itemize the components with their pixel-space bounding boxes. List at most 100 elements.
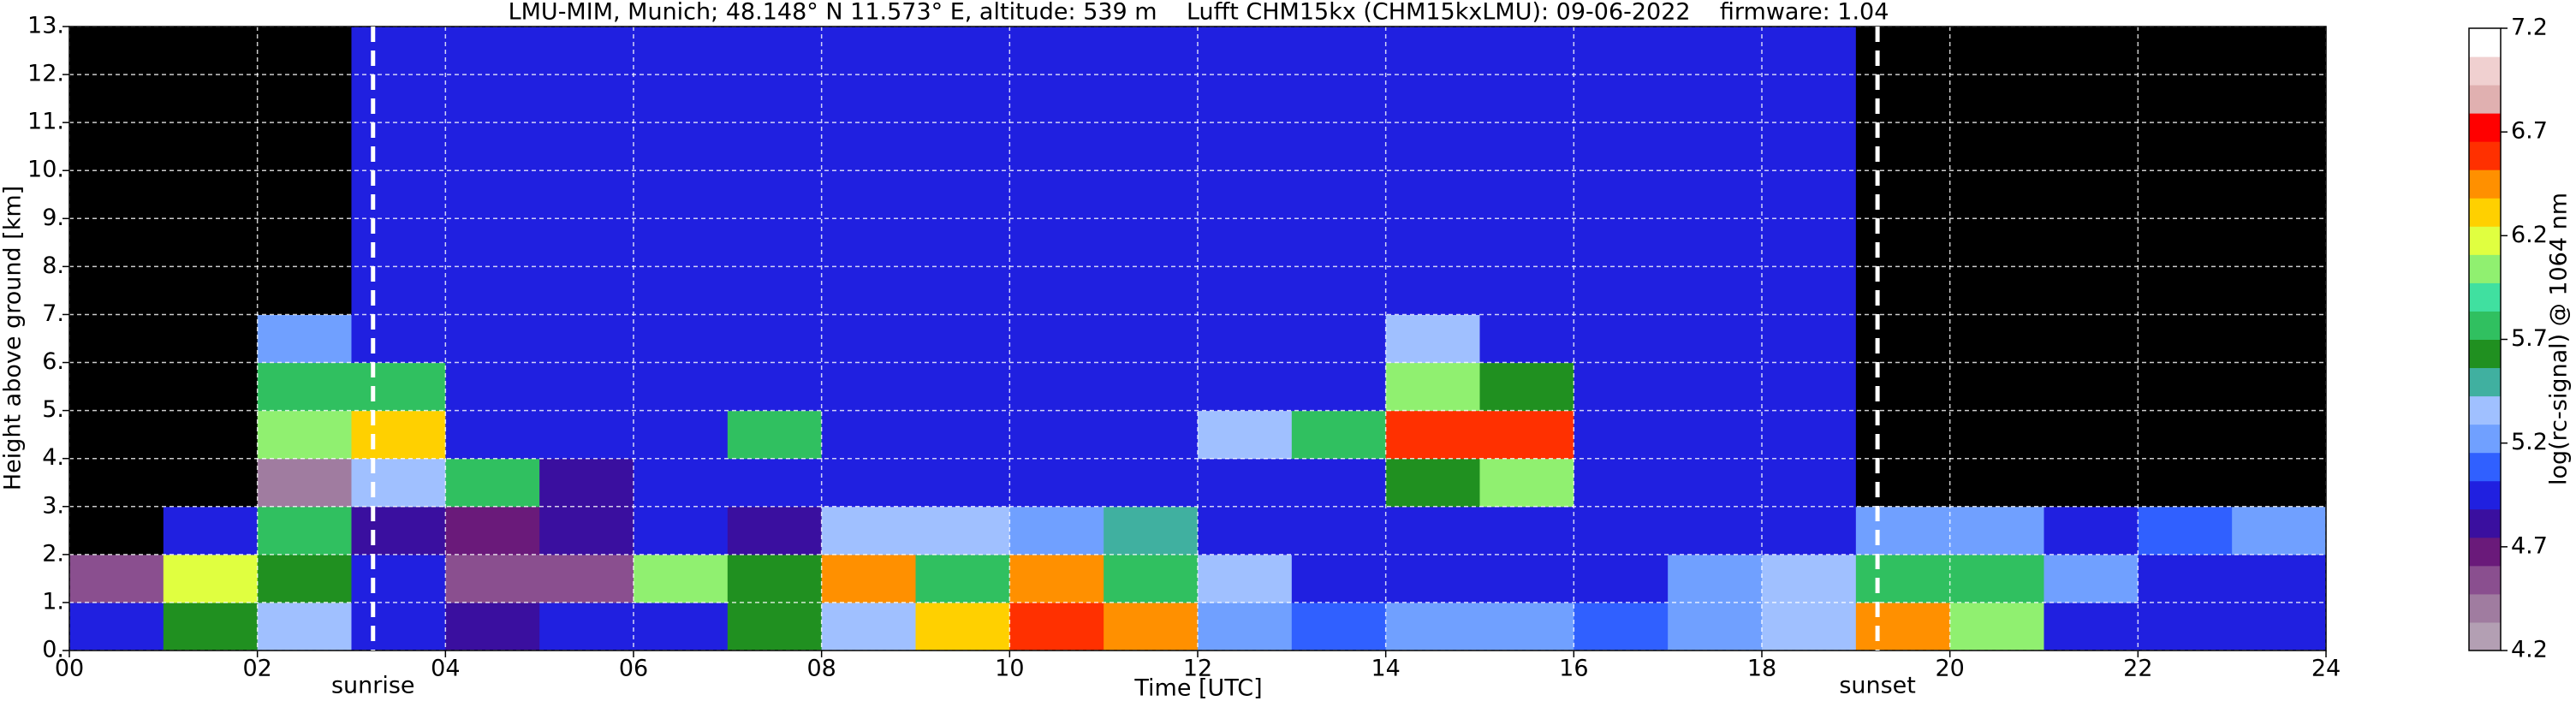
heatmap-cell — [2044, 314, 2139, 364]
heatmap-cell — [2044, 74, 2139, 123]
heatmap-cell — [1009, 506, 1104, 556]
heatmap-cell — [1855, 314, 1951, 364]
heatmap-cell — [634, 410, 729, 460]
heatmap-cell — [1855, 170, 1951, 219]
heatmap-cell — [69, 314, 164, 364]
heatmap-cell — [634, 314, 729, 364]
colorbar-swatch — [2469, 28, 2501, 57]
heatmap-cell — [1291, 314, 1387, 364]
heatmap-cell — [1104, 266, 1199, 315]
heatmap-cell — [351, 362, 446, 412]
y-tick-label: 7. — [42, 300, 64, 327]
heatmap-cell — [1479, 314, 1574, 364]
heatmap-cell — [727, 602, 823, 651]
heatmap-cell — [445, 506, 540, 556]
heatmap-cell — [1855, 122, 1951, 171]
heatmap-cell — [1291, 410, 1387, 460]
heatmap-cell — [1762, 170, 1857, 219]
heatmap-cell — [69, 410, 164, 460]
heatmap-cell — [1479, 266, 1574, 315]
colorbar-swatch — [2469, 480, 2501, 510]
heatmap-cell — [257, 218, 352, 267]
colorbar-swatch — [2469, 339, 2501, 369]
heatmap-cell — [1574, 602, 1669, 651]
colorbar-swatch — [2469, 537, 2501, 567]
heatmap-cell — [1385, 458, 1480, 508]
heatmap-cell — [351, 27, 446, 75]
heatmap-cell — [257, 602, 352, 651]
heatmap-cell — [163, 27, 259, 75]
heatmap-cell — [1574, 362, 1669, 412]
colorbar-tick-label: 6.7 — [2511, 118, 2548, 145]
heatmap-cell — [1855, 74, 1951, 123]
heatmap-cell — [1949, 362, 2044, 412]
x-tick-label: 24 — [2311, 656, 2341, 682]
heatmap-cell — [915, 218, 1010, 267]
heatmap-cell — [1385, 266, 1480, 315]
heatmap-cell — [634, 27, 729, 75]
heatmap-cell — [1291, 554, 1387, 603]
colorbar-swatch — [2469, 282, 2501, 312]
heatmap-cell — [69, 458, 164, 508]
heatmap-cell — [1198, 314, 1293, 364]
heatmap-cell — [1949, 122, 2044, 171]
heatmap-cell — [2232, 27, 2327, 75]
heatmap-cell — [1385, 314, 1480, 364]
heatmap-cell — [257, 27, 352, 75]
heatmap-cell — [1009, 410, 1104, 460]
heatmap-cell — [727, 27, 823, 75]
heatmap-cell — [1668, 410, 1763, 460]
heatmap-cell — [163, 506, 259, 556]
heatmap-cell — [2138, 458, 2233, 508]
colorbar-swatch — [2469, 452, 2501, 482]
heatmap-cell — [1009, 218, 1104, 267]
heatmap-cell — [915, 170, 1010, 219]
heatmap-cell — [634, 74, 729, 123]
heatmap-cell — [539, 554, 634, 603]
heatmap-cell — [1574, 458, 1669, 508]
heatmap-cell — [1291, 122, 1387, 171]
x-tick-label: 02 — [242, 656, 271, 682]
heatmap-cell — [1668, 362, 1763, 412]
colorbar-label: log(rc-signal) @ 1064 nm — [2546, 193, 2573, 485]
heatmap-cell — [1104, 506, 1199, 556]
colorbar-swatch — [2469, 56, 2501, 86]
heatmap-cell — [163, 122, 259, 171]
colorbar-swatch — [2469, 565, 2501, 595]
heatmap-cell — [915, 314, 1010, 364]
heatmap-cell — [1009, 122, 1104, 171]
heatmap-cell — [163, 266, 259, 315]
heatmap-cell — [821, 74, 916, 123]
heatmap-cell — [539, 506, 634, 556]
heatmap-cell — [1009, 554, 1104, 603]
heatmap-cell — [1198, 74, 1293, 123]
heatmap-cell — [1385, 218, 1480, 267]
heatmap-cell — [821, 602, 916, 651]
heatmap-cell — [445, 122, 540, 171]
heatmap-cell — [1668, 74, 1763, 123]
heatmap-cell — [1479, 602, 1574, 651]
heatmap-cell — [634, 458, 729, 508]
heatmap-cell — [1104, 458, 1199, 508]
heatmap-cell — [2232, 554, 2327, 603]
heatmap-cell — [1762, 506, 1857, 556]
heatmap-cell — [1855, 506, 1951, 556]
heatmap-cell — [539, 266, 634, 315]
heatmap-cell — [727, 410, 823, 460]
heatmap-cell — [1104, 410, 1199, 460]
heatmap-cell — [2044, 506, 2139, 556]
heatmap-cell — [727, 74, 823, 123]
heatmap-cell — [2138, 27, 2233, 75]
heatmap-cell — [445, 314, 540, 364]
colorbar-tick-label: 5.2 — [2511, 429, 2548, 455]
heatmap-cell — [1104, 122, 1199, 171]
colorbar-tick-label: 5.7 — [2511, 325, 2548, 352]
heatmap-cell — [634, 362, 729, 412]
heatmap-cell — [1762, 554, 1857, 603]
heatmap-cell — [2138, 410, 2233, 460]
heatmap-cell — [1762, 27, 1857, 75]
heatmap-cell — [915, 554, 1010, 603]
heatmap-cell — [69, 506, 164, 556]
colorbar-tick-label: 4.7 — [2511, 532, 2548, 559]
heatmap-cell — [1291, 27, 1387, 75]
